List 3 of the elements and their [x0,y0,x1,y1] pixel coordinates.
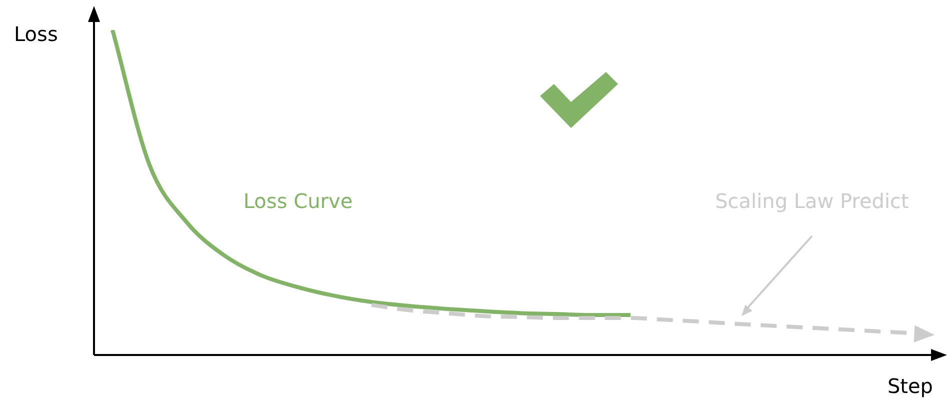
x-axis-title: Step [887,374,933,398]
text: Loss Curve [243,189,353,214]
y-axis-title: Loss [14,22,58,46]
